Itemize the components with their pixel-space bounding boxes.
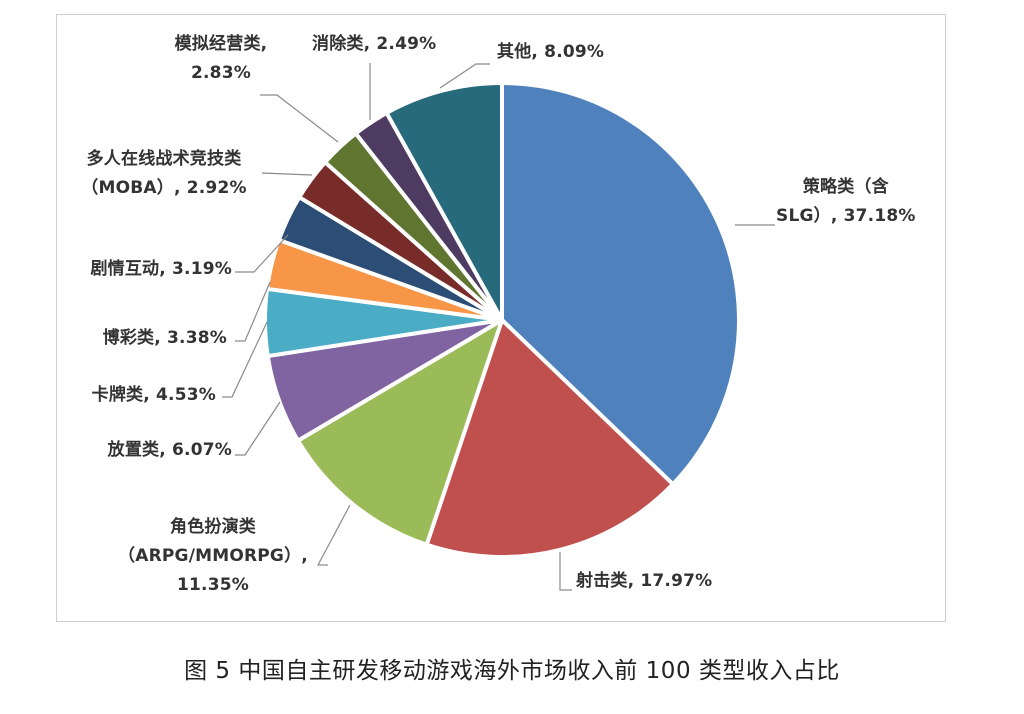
- label-match3-text: 消除类, 2.49%: [312, 34, 437, 54]
- label-moba-line2: （MOBA）, 2.92%: [81, 178, 247, 198]
- label-moba: 多人在线战术竞技类 （MOBA）, 2.92%: [64, 145, 264, 203]
- leader-line-interactive: [235, 234, 289, 273]
- pie-slice: 角色扮演类（ARPG/MMORPG）: 11.35%: [296, 318, 504, 547]
- figure-caption: 图 5 中国自主研发移动游戏海外市场收入前 100 类型收入占比: [184, 658, 840, 684]
- label-shooter-text: 射击类, 17.97%: [576, 571, 713, 591]
- label-sim: 模拟经营类, 2.83%: [166, 30, 276, 88]
- label-card: 卡牌类, 4.53%: [92, 381, 216, 410]
- label-slg-line1: 策略类（含: [802, 177, 889, 197]
- label-sim-line2: 2.83%: [191, 63, 251, 83]
- leader-line-moba: [261, 172, 313, 176]
- label-slg-line2: SLG）, 37.18%: [776, 206, 916, 226]
- label-shooter: 射击类, 17.97%: [576, 567, 712, 596]
- label-other: 其他, 8.09%: [497, 38, 604, 67]
- pie-slice: 其他: 8.09%: [384, 81, 504, 322]
- leader-line-sim: [260, 94, 339, 143]
- leader-line-other: [439, 63, 490, 89]
- label-gambling: 博彩类, 3.38%: [103, 324, 227, 353]
- label-sim-line1: 模拟经营类,: [174, 34, 268, 54]
- label-slg: 策略类（含 SLG）, 37.18%: [776, 173, 916, 231]
- label-moba-line1: 多人在线战术竞技类: [86, 149, 242, 169]
- leader-line-idle: [235, 401, 281, 456]
- label-match3: 消除类, 2.49%: [312, 30, 436, 59]
- label-other-text: 其他, 8.09%: [497, 42, 605, 62]
- leader-line-shooter: [559, 552, 572, 591]
- label-rpg-line2: （ARPG/MMORPG）,: [118, 546, 308, 566]
- label-gambling-text: 博彩类, 3.38%: [102, 328, 227, 348]
- leader-line-gambling: [235, 281, 271, 342]
- label-rpg-line1: 角色扮演类: [170, 517, 256, 537]
- label-interactive-text: 剧情互动, 3.19%: [90, 259, 232, 279]
- leader-line-rpg: [317, 504, 351, 566]
- label-rpg: 角色扮演类 （ARPG/MMORPG）, 11.35%: [100, 513, 326, 600]
- leader-lines: [222, 63, 775, 591]
- pie-slice: 射击类: 17.97%: [424, 318, 675, 559]
- label-idle: 放置类, 6.07%: [108, 436, 232, 465]
- leader-line-card: [222, 321, 268, 398]
- label-rpg-line3: 11.35%: [176, 575, 249, 595]
- label-card-text: 卡牌类, 4.53%: [91, 385, 216, 405]
- label-interactive: 剧情互动, 3.19%: [90, 255, 232, 284]
- label-idle-text: 放置类, 6.07%: [107, 440, 232, 460]
